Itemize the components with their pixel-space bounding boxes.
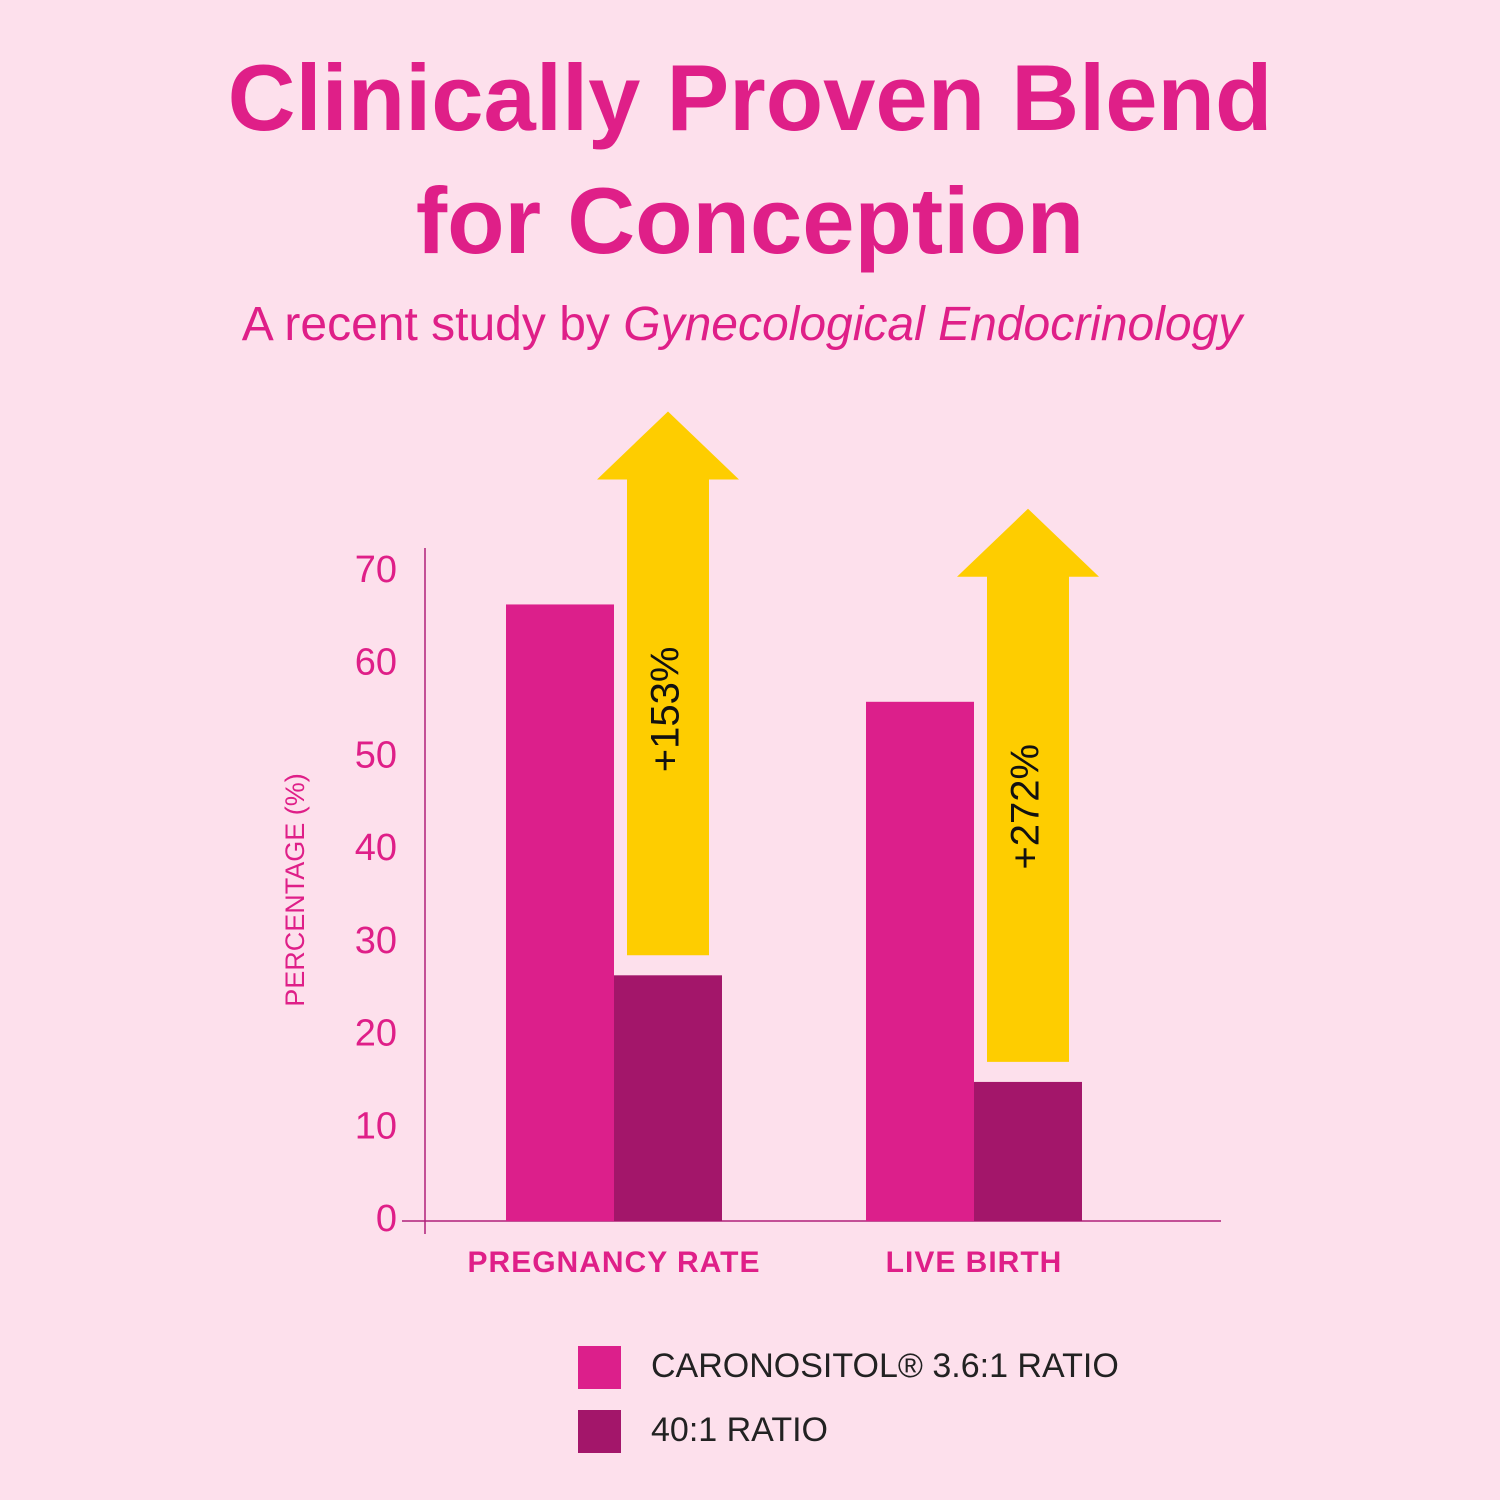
y-tick-label: 40 bbox=[355, 827, 397, 869]
legend-swatch bbox=[578, 1410, 621, 1453]
annotation-arrow bbox=[957, 508, 1099, 1062]
x-tick-label: PREGNANCY RATE bbox=[468, 1246, 761, 1279]
annotation-arrow bbox=[597, 411, 739, 956]
legend-label: 40:1 RATIO bbox=[651, 1411, 828, 1449]
y-axis-label: PERCENTAGE (%) bbox=[280, 773, 310, 1007]
y-tick-label: 20 bbox=[355, 1013, 397, 1055]
bar bbox=[974, 1081, 1082, 1221]
y-tick-label: 70 bbox=[355, 549, 397, 591]
chart-title: Clinically Proven Blend bbox=[228, 45, 1273, 150]
y-tick-label: 50 bbox=[355, 734, 397, 776]
legend-swatch bbox=[578, 1346, 621, 1389]
y-tick-label: 30 bbox=[355, 920, 397, 962]
annotation-label: +272% bbox=[1004, 744, 1048, 870]
y-tick-label: 60 bbox=[355, 642, 397, 684]
chart-title: for Conception bbox=[416, 168, 1084, 273]
y-tick-label: 0 bbox=[376, 1198, 397, 1240]
subtitle: A recent study by Gynecological Endocrin… bbox=[242, 298, 1246, 351]
legend-label: CARONOSITOL® 3.6:1 RATIO bbox=[651, 1347, 1119, 1385]
y-tick-label: 10 bbox=[355, 1105, 397, 1147]
subtitle-text: A recent study by bbox=[242, 298, 610, 351]
subtitle-source: Gynecological Endocrinology bbox=[623, 298, 1245, 351]
bar bbox=[506, 604, 614, 1221]
x-tick-label: LIVE BIRTH bbox=[886, 1246, 1063, 1279]
bar bbox=[866, 701, 974, 1221]
annotation-label: +153% bbox=[644, 647, 688, 773]
bar bbox=[614, 975, 722, 1221]
